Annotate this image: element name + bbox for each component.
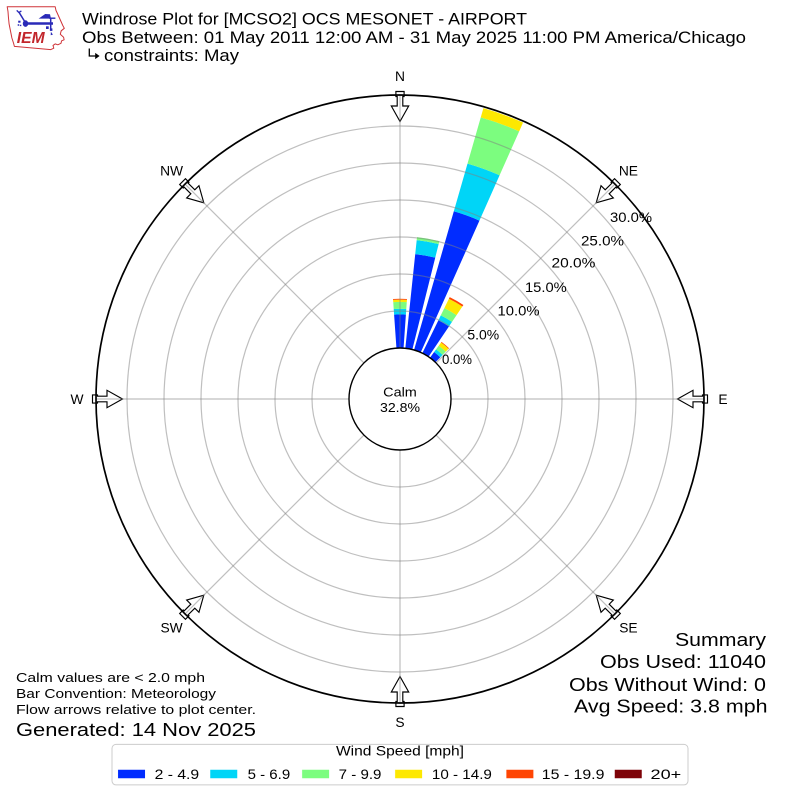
svg-text:NW: NW: [160, 164, 183, 179]
svg-text:Avg Speed: 3.8 mph: Avg Speed: 3.8 mph: [574, 696, 768, 717]
svg-text:10 - 14.9: 10 - 14.9: [432, 766, 492, 782]
svg-text:15.0%: 15.0%: [525, 280, 567, 295]
svg-text:0.0%: 0.0%: [442, 352, 472, 367]
svg-text:S: S: [395, 715, 404, 730]
svg-text:Wind Speed [mph]: Wind Speed [mph]: [336, 742, 464, 758]
svg-text:constraints: May: constraints: May: [104, 47, 240, 65]
svg-text:N: N: [395, 69, 405, 84]
svg-text:10.0%: 10.0%: [498, 304, 540, 319]
svg-text:30.0%: 30.0%: [610, 210, 652, 225]
svg-text:SW: SW: [160, 620, 182, 635]
svg-text:20+: 20+: [651, 766, 682, 782]
svg-text:15 - 19.9: 15 - 19.9: [542, 766, 605, 782]
svg-text:25.0%: 25.0%: [581, 234, 624, 249]
svg-text:32.8%: 32.8%: [380, 400, 420, 415]
svg-text:Generated: 14 Nov 2025: Generated: 14 Nov 2025: [16, 719, 256, 740]
svg-text:5 - 6.9: 5 - 6.9: [248, 766, 291, 782]
svg-text:20.0%: 20.0%: [552, 255, 596, 270]
svg-text:Windrose Plot for [MCSO2] OCS: Windrose Plot for [MCSO2] OCS MESONET - …: [82, 11, 527, 29]
svg-text:SE: SE: [619, 620, 637, 635]
svg-text:Obs Without Wind: 0: Obs Without Wind: 0: [569, 674, 766, 695]
svg-text:Calm: Calm: [383, 384, 417, 399]
svg-text:5.0%: 5.0%: [467, 327, 499, 342]
svg-text:Calm values are < 2.0 mph: Calm values are < 2.0 mph: [16, 670, 205, 685]
svg-text:Flow arrows relative to plot c: Flow arrows relative to plot center.: [16, 702, 256, 717]
svg-text:7 - 9.9: 7 - 9.9: [339, 766, 382, 782]
svg-text:E: E: [718, 392, 727, 407]
svg-text:Summary: Summary: [675, 629, 767, 650]
svg-text:NE: NE: [619, 164, 638, 179]
svg-text:Obs Used: 11040: Obs Used: 11040: [600, 651, 766, 672]
svg-text:W: W: [70, 392, 83, 407]
svg-text:Obs Between: 01 May 2011 12:00: Obs Between: 01 May 2011 12:00 AM - 31 M…: [82, 29, 746, 47]
svg-text:Bar Convention: Meteorology: Bar Convention: Meteorology: [16, 686, 217, 701]
svg-text:IEM: IEM: [17, 30, 46, 47]
svg-text:2 - 4.9: 2 - 4.9: [155, 766, 200, 782]
